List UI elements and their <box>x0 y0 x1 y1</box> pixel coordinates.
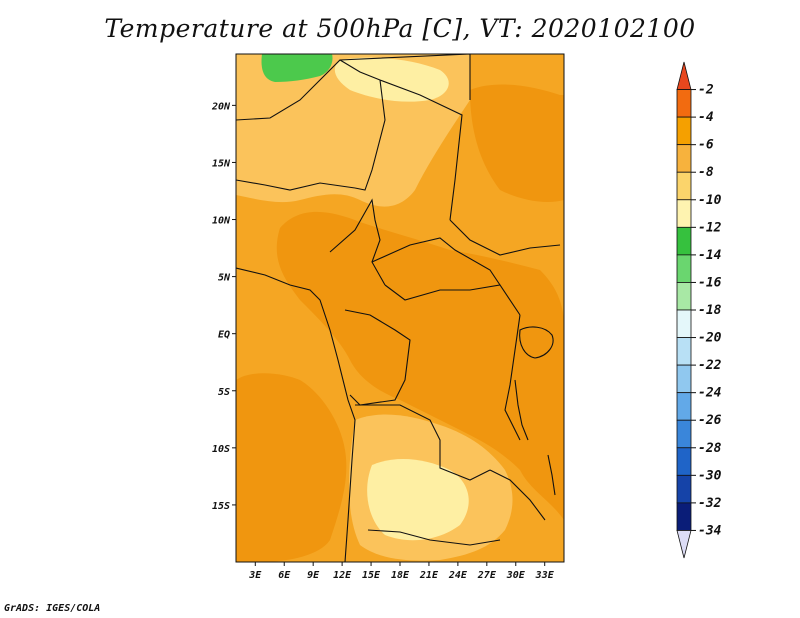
plot-title: Temperature at 500hPa [C], VT: 202010210… <box>104 14 696 43</box>
colorbar-label: -20 <box>698 331 722 346</box>
latitude-axis: 20N 15N 10N 5N EQ 5S 10S 15S <box>211 101 236 512</box>
lat-tick-label: 15S <box>212 501 230 512</box>
colorbar-label: -10 <box>698 193 722 208</box>
colorbar-label: -4 <box>698 110 714 125</box>
colorbar-swatch <box>676 447 692 476</box>
temperature-field <box>236 54 564 562</box>
colorbar-label: -26 <box>698 413 722 428</box>
lat-tick-label: 15N <box>212 158 231 169</box>
lon-tick-label: 6E <box>278 570 291 581</box>
colorbar-swatch <box>676 392 692 421</box>
colorbar-swatch <box>676 309 692 338</box>
field-coolest-patch-sahara <box>334 57 449 102</box>
border-niger-chad <box>354 79 386 191</box>
border-congo-drc <box>344 309 411 406</box>
colorbar-label: -6 <box>698 138 714 153</box>
field-warm-region-ne <box>470 84 564 202</box>
lon-tick-label: 21E <box>419 570 439 581</box>
colorbar-swatch <box>676 89 692 118</box>
lake-tanganyika <box>514 379 529 441</box>
lon-tick-label: 24E <box>448 570 468 581</box>
border-angola-namibia <box>367 529 501 546</box>
colorbar-cap-bottom <box>676 530 692 559</box>
border-drc-north <box>384 284 521 316</box>
border-sudan-ssudan <box>449 219 561 256</box>
lon-tick-label: 30E <box>506 570 526 581</box>
colorbar-swatch <box>676 337 692 366</box>
lon-tick-label: 18E <box>391 570 410 581</box>
border-north-algeria <box>236 59 381 121</box>
lat-tick-label: 20N <box>211 101 231 112</box>
colorbar-swatch <box>676 502 692 531</box>
colorbar-label: -24 <box>698 386 722 401</box>
border-libya-sudan <box>339 54 471 100</box>
lon-tick-label: 9E <box>307 570 320 581</box>
lon-tick-label: 27E <box>477 570 497 581</box>
country-borders <box>236 54 561 562</box>
lon-tick-label: 3E <box>248 570 262 581</box>
colorbar-label: -34 <box>698 523 722 538</box>
colorbar-swatch <box>676 364 692 394</box>
border-zambia <box>489 469 546 521</box>
coastline-west <box>236 267 356 562</box>
colorbar: -2 -4 -6 -8 -10 -12 -14 -16 -18 -20 -22 -24 -26 -28 -3… <box>676 61 722 559</box>
colorbar-swatch <box>676 144 692 173</box>
colorbar-swatch <box>676 254 692 283</box>
lat-tick-label: EQ <box>218 330 230 341</box>
colorbar-label: -22 <box>698 358 722 373</box>
lon-tick-label: 12E <box>333 570 352 581</box>
grads-credit: GrADS: IGES/COLA <box>4 603 101 614</box>
border-drc-east <box>504 314 521 441</box>
colorbar-label: -28 <box>698 441 722 456</box>
lat-tick-label: 5N <box>218 273 231 284</box>
lon-tick-label: 33E <box>535 570 555 581</box>
colorbar-swatch <box>676 199 692 228</box>
border-chad-sudan <box>379 79 463 221</box>
field-warm-region-central <box>276 211 564 520</box>
field-coolest-patch-south <box>367 458 469 541</box>
lake-malawi <box>547 454 556 496</box>
colorbar-label: -30 <box>698 468 722 483</box>
colorbar-label: -18 <box>698 303 722 318</box>
field-cold-spot <box>261 54 333 82</box>
colorbar-label: -14 <box>698 248 722 263</box>
lon-tick-label: 15E <box>362 570 381 581</box>
colorbar-swatch <box>676 116 692 146</box>
colorbar-swatch <box>676 282 692 311</box>
colorbar-label: -12 <box>698 220 722 235</box>
colorbar-swatch <box>676 474 692 504</box>
lake-victoria <box>519 326 554 359</box>
border-niger-nigeria <box>236 179 356 191</box>
field-warm-region-west <box>236 373 347 562</box>
colorbar-label: -32 <box>698 496 722 511</box>
colorbar-swatch <box>676 171 692 201</box>
colorbar-cap-top <box>676 61 692 90</box>
colorbar-swatch <box>676 419 692 449</box>
lat-tick-label: 10N <box>212 216 231 227</box>
border-car <box>371 237 501 286</box>
colorbar-label: -2 <box>698 83 714 98</box>
colorbar-label: -16 <box>698 275 722 290</box>
colorbar-label: -8 <box>698 165 714 180</box>
border-drc-angola <box>355 404 491 481</box>
longitude-axis: 3E 6E 9E 12E 15E 18E 21E 24E 27E 30E 33E <box>248 562 555 581</box>
colorbar-swatch <box>676 226 692 256</box>
lat-tick-label: 5S <box>218 387 230 398</box>
lat-tick-label: 10S <box>212 444 230 455</box>
